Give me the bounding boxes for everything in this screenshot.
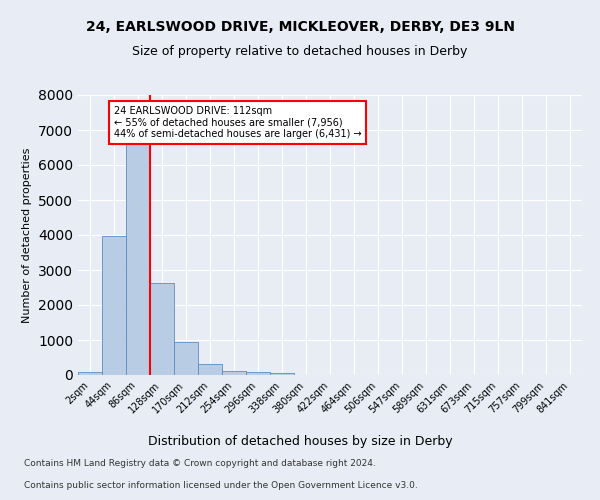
Text: 24 EARLSWOOD DRIVE: 112sqm
← 55% of detached houses are smaller (7,956)
44% of s: 24 EARLSWOOD DRIVE: 112sqm ← 55% of deta… [114,106,362,138]
Text: Contains HM Land Registry data © Crown copyright and database right 2024.: Contains HM Land Registry data © Crown c… [24,458,376,468]
Bar [198,364,222,375]
Text: Contains public sector information licensed under the Open Government Licence v3: Contains public sector information licen… [24,481,418,490]
Bar [126,144,150,375]
Bar [222,370,246,375]
Y-axis label: Number of detached properties: Number of detached properties [22,148,32,322]
Bar [102,236,126,375]
Text: Size of property relative to detached houses in Derby: Size of property relative to detached ho… [133,45,467,58]
Bar [78,372,102,375]
Bar [246,372,270,375]
Bar [174,342,198,375]
Text: 24, EARLSWOOD DRIVE, MICKLEOVER, DERBY, DE3 9LN: 24, EARLSWOOD DRIVE, MICKLEOVER, DERBY, … [86,20,515,34]
Bar [150,284,174,375]
Bar [270,372,294,375]
Text: Distribution of detached houses by size in Derby: Distribution of detached houses by size … [148,435,452,448]
